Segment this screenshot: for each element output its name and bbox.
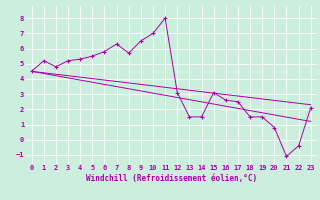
X-axis label: Windchill (Refroidissement éolien,°C): Windchill (Refroidissement éolien,°C)	[86, 174, 257, 183]
